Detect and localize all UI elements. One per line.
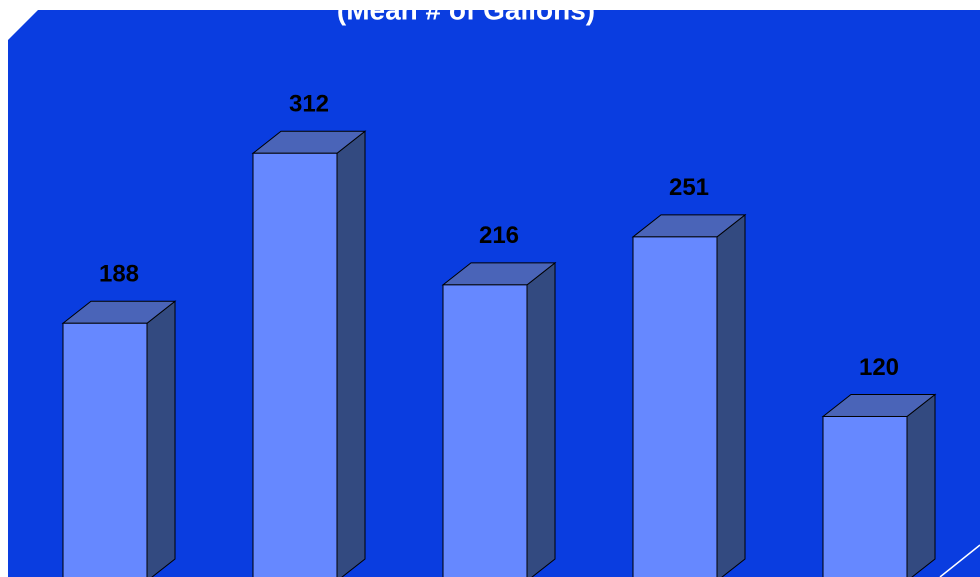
bar-side [906,393,936,577]
bar-side [336,130,366,577]
value-label: 251 [669,174,709,201]
bar [632,236,718,577]
bar-side [716,213,746,577]
bar-side [146,300,176,577]
bar [442,284,528,577]
chart-title: (Mean # of Gallons) [337,0,595,25]
value-label: 120 [859,354,899,381]
value-label: 312 [289,91,329,118]
bar-side [526,261,556,577]
value-label: 216 [479,222,519,249]
bar [252,152,338,577]
value-label: 188 [99,261,139,288]
floor-edge [939,544,980,577]
bar [822,415,908,577]
bar [62,322,148,577]
